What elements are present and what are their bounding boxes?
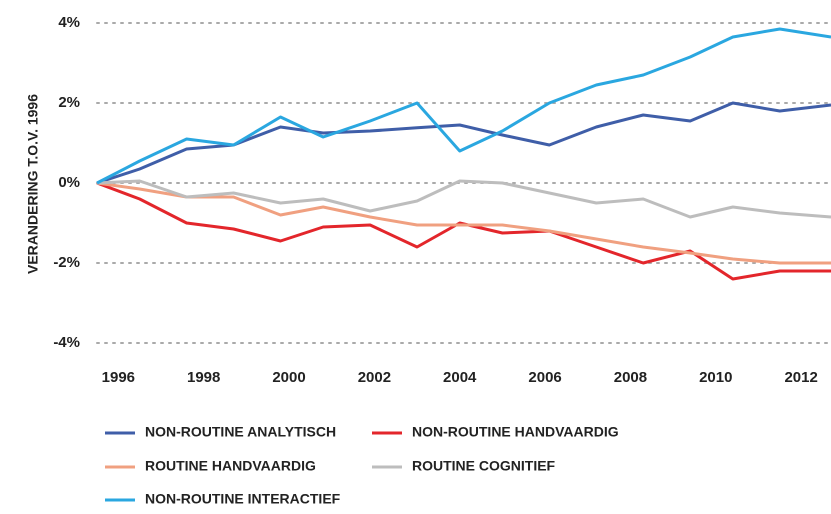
series-line: [96, 179, 831, 219]
x-tick-label: 2006: [528, 369, 561, 386]
y-tick-label: -2%: [53, 254, 80, 271]
x-tick-label: 2012: [784, 369, 817, 386]
y-tick-label: 2%: [58, 94, 80, 111]
legend-label: ROUTINE HANDVAARDIG: [145, 458, 316, 474]
series-line: [96, 181, 831, 265]
x-tick-label: 1998: [187, 369, 220, 386]
legend-label: NON-ROUTINE INTERACTIEF: [145, 491, 341, 507]
series-line: [96, 101, 831, 185]
x-tick-label: 2000: [272, 369, 305, 386]
series-line: [96, 181, 831, 281]
legend-label: ROUTINE COGNITIEF: [412, 458, 556, 474]
y-axis-label: VERANDERING T.O.V. 1996: [25, 94, 41, 274]
legend-label: NON-ROUTINE HANDVAARDIG: [412, 424, 619, 440]
y-tick-label: 0%: [58, 174, 80, 191]
x-tick-label: 2008: [614, 369, 647, 386]
x-tick-label: 1996: [102, 369, 135, 386]
x-tick-label: 2002: [358, 369, 391, 386]
y-tick-label: -4%: [53, 334, 80, 351]
legend-label: NON-ROUTINE ANALYTISCH: [145, 424, 336, 440]
x-tick-label: 2004: [443, 369, 477, 386]
series-line: [96, 27, 831, 185]
y-tick-label: 4%: [58, 14, 80, 31]
x-tick-label: 2010: [699, 369, 732, 386]
